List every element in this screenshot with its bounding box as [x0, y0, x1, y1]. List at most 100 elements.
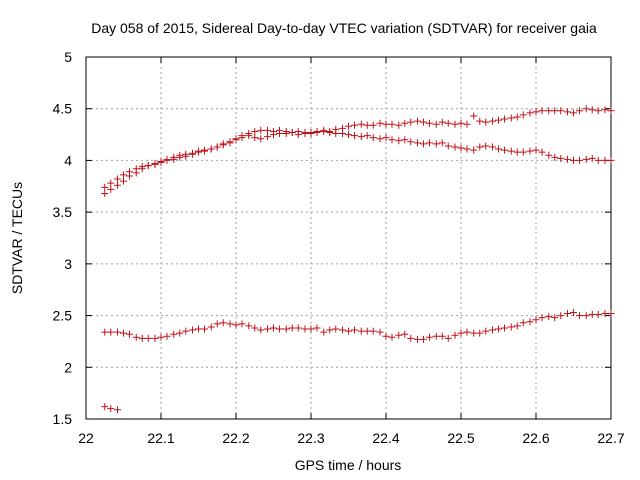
data-point-lower [195, 325, 202, 333]
data-point-upper-peaking [401, 136, 409, 144]
data-point-lower [132, 333, 140, 341]
x-tick-label: 22.2 [222, 430, 249, 446]
data-point-lower [526, 318, 534, 326]
data-point-upper-rising [588, 106, 596, 114]
data-point-lower [114, 328, 121, 336]
data-point-upper-peaking [114, 175, 121, 183]
data-point-upper-peaking [369, 134, 377, 142]
data-point-lower [382, 332, 390, 340]
data-point-lower [513, 322, 521, 330]
data-point-lower [401, 330, 409, 338]
data-point-upper-peaking [432, 140, 440, 148]
data-point-upper-peaking [163, 156, 171, 164]
data-point-lower [444, 334, 452, 342]
data-point-lower [351, 326, 358, 334]
data-point-lower [138, 334, 146, 342]
data-point-upper-peaking [107, 179, 115, 187]
data-point-lower [470, 329, 478, 337]
x-tick-label: 22 [78, 430, 94, 446]
data-point-upper-peaking [195, 148, 202, 156]
data-point-upper-peaking [363, 132, 371, 140]
data-point-upper-rising [420, 118, 427, 126]
plot-frame [85, 56, 612, 420]
data-point-lower [288, 324, 296, 332]
data-point-upper-peaking [288, 129, 296, 137]
data-point-upper-peaking [376, 135, 384, 143]
data-point-lower [120, 329, 127, 337]
data-point-upper-rising [576, 107, 583, 115]
data-point-upper-rising [564, 108, 571, 116]
data-point-upper-peaking [138, 163, 146, 171]
data-point-upper-peaking [588, 154, 596, 162]
data-point-lower [545, 313, 553, 321]
data-point-upper-peaking [219, 140, 227, 148]
data-point-lower [313, 324, 321, 332]
data-point-upper-peaking [101, 183, 109, 191]
data-point-lower [264, 325, 271, 333]
data-point-upper-rising [351, 121, 358, 129]
y-tick-label: 1.5 [53, 411, 73, 427]
data-point-lower [326, 326, 334, 334]
data-point-upper-peaking [495, 145, 502, 153]
data-point-upper-peaking [264, 126, 271, 134]
data-point-lower [594, 311, 602, 319]
data-point-upper-rising [363, 121, 371, 129]
data-point-upper-peaking [307, 130, 315, 138]
data-point-lower [294, 324, 302, 332]
data-point-lower [495, 325, 502, 333]
data-point-upper-rising [120, 177, 127, 185]
x-tick-label: 22.6 [522, 430, 549, 446]
data-point-upper-peaking [351, 132, 358, 140]
data-point-upper-peaking [339, 130, 346, 138]
data-point-lower [251, 324, 259, 332]
data-point-upper-rising [432, 120, 440, 128]
data-point-upper-peaking [532, 146, 540, 154]
data-point-upper-peaking [276, 126, 283, 134]
data-point-lower [157, 333, 165, 341]
data-point-upper-rising [395, 121, 403, 129]
x-tick-label: 22.3 [297, 430, 324, 446]
data-point-upper-peaking [245, 130, 253, 138]
data-point-upper-rising [470, 112, 478, 120]
data-point-upper-rising [382, 120, 390, 128]
data-point-lower [376, 328, 384, 336]
data-point-upper-rising [451, 120, 459, 128]
data-point-lower [395, 331, 403, 339]
data-point-upper-peaking [213, 143, 221, 151]
data-point-lower [432, 332, 440, 340]
data-point-lower [532, 316, 540, 324]
data-point-upper-peaking [294, 127, 302, 135]
data-point-upper-peaking [476, 143, 484, 151]
data-point-upper-peaking [526, 147, 534, 155]
data-point-upper-peaking [182, 152, 190, 160]
data-point-lower [219, 319, 227, 327]
data-point-lower [363, 327, 371, 335]
data-point-upper-rising [101, 190, 109, 198]
data-point-upper-rising [457, 119, 465, 127]
data-point-upper-peaking [582, 155, 590, 163]
data-point-lower [407, 334, 415, 342]
data-point-upper-rising [114, 181, 121, 189]
data-point-upper-peaking [507, 147, 515, 155]
data-point-lower [151, 334, 159, 342]
data-point-upper-peaking [451, 143, 459, 151]
data-point-lower [576, 312, 583, 320]
data-point-lower [451, 331, 459, 339]
data-point-upper-peaking [576, 156, 583, 164]
data-point-upper-peaking [251, 127, 259, 135]
data-point-lower [170, 330, 178, 338]
data-point-upper-rising [357, 120, 365, 128]
data-point-upper-peaking [157, 158, 165, 166]
data-point-upper-peaking [151, 161, 159, 169]
data-point-lower [126, 330, 133, 338]
data-point-upper-peaking [332, 130, 340, 138]
data-point-upper-peaking [570, 156, 577, 164]
x-tick-label: 22.4 [372, 430, 399, 446]
data-point-upper-rising [545, 107, 553, 115]
data-point-upper-peaking [382, 134, 390, 142]
data-point-upper-rising [501, 115, 508, 123]
data-point-lower [238, 320, 246, 328]
data-point-upper-rising [407, 118, 415, 126]
data-point-upper-rising [557, 107, 565, 115]
